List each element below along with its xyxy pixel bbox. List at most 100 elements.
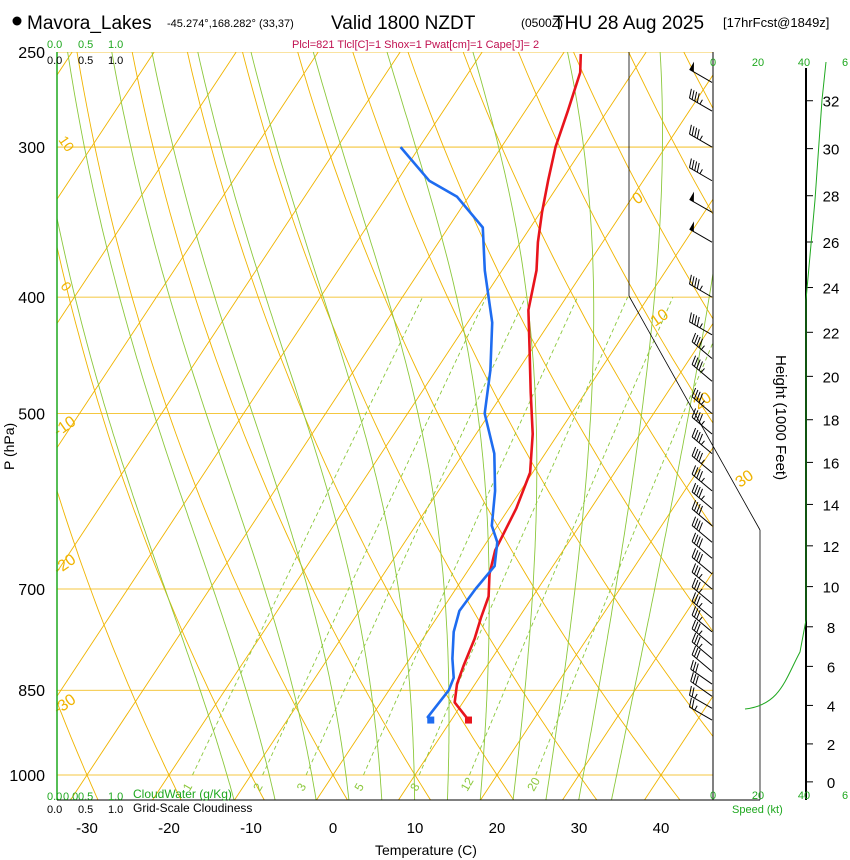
moist-adiabat [67,52,276,800]
wind-barb-flag [693,334,699,344]
wind-barb [691,332,713,359]
height-tick-label: 0 [827,775,835,792]
station-coords: -45.274°,168.282° (33,37) [167,18,294,30]
cloudiness-tick-2: 1.0 [108,804,123,816]
wind-barb-shaft [691,600,713,619]
moist-adiabat [250,52,416,800]
wind-barb [691,516,713,543]
wind-barb [690,672,713,697]
wind-barb-shaft [691,525,713,543]
wind-barb-flag [694,161,698,171]
mixing-ratio-label: 12 [458,775,477,794]
mixing-ratio-label: 2 [250,780,266,793]
wind-barb-flag [696,469,701,479]
wind-barb-flag [696,581,701,591]
wind-barb [689,312,713,336]
wind-barb-flag [694,91,698,102]
height-tick-label: 2 [827,737,835,754]
isotherm-line [397,322,713,800]
p-tick-label: 1000 [9,768,45,785]
isotherm-line [57,52,483,698]
wind-barb-half [698,588,703,594]
mixing-ratio-line [418,296,629,776]
cloud-tick-0-top: 0.0 [63,791,78,803]
dry-adiabat [407,52,713,633]
isotherm-line [561,571,713,800]
wind-barb-flag [696,336,701,346]
speed-tick-bottom: 6 [842,790,848,802]
dry-adiabat [57,244,265,800]
wind-barb-flag [696,359,701,369]
wind-barb-flag [691,563,697,573]
wind-barb [689,124,713,148]
mixing-ratio-line [305,296,527,776]
wind-barb-flag [696,567,701,577]
isotherm-label: -20 [51,551,80,578]
wind-barb [691,606,713,633]
wind-barb-flag [696,610,701,620]
cloudiness-label: Grid-Scale Cloudiness [133,801,252,815]
wind-barb-shaft [691,586,713,605]
height-axis-label: Height (1000 Feet) [772,355,789,480]
wind-barb-shaft [691,364,713,382]
wind-barb-flag [696,129,700,139]
y-axis-label: P (hPa) [1,423,17,470]
wind-barb-flag [689,697,692,708]
wind-barb-shaft [691,654,713,672]
speed-tick-top: 0 [710,57,716,69]
isotherm-line [57,52,401,573]
isotherm-line [57,52,237,325]
wind-barb-flag [691,482,697,493]
cloud-axis: 0.0 0.0 0.5 1.0 CloudWater (g/Kg) 0.0 0.… [47,39,252,816]
height-tick-label: 4 [827,698,835,715]
dry-adiabat [297,52,681,800]
wind-barb [691,619,713,646]
dry-adiabat [517,52,713,424]
dry-adiabat [57,489,182,800]
x-tick-label: 30 [571,820,588,837]
isotherm-line [0,9,19,801]
wind-barb-flag [691,313,695,324]
moist-adiabat [197,52,383,800]
wind-barb-flag [698,338,703,348]
cloud-top-tick-0: 0.0 [47,39,62,51]
wind-barb [689,191,713,213]
sounding-params: Plcl=821 Tlcl[C]=1 Shox=1 Pwat[cm]=1 Cap… [292,39,539,51]
wind-barb [691,465,713,492]
wind-barb-shaft [689,133,713,148]
wind-barb-flag [698,471,703,481]
wind-barb-shaft [689,198,713,213]
x-tick-label: -20 [158,820,180,837]
wind-barb-shaft [689,321,713,336]
wind-barb [691,427,713,455]
height-tick-label: 20 [823,369,840,386]
wind-barb [689,685,713,709]
valid-time: Valid 1800 NZDT [331,13,476,34]
wind-barb [689,221,713,243]
wind-barb-flag [693,448,699,458]
station-name: Mavora_Lakes [27,13,152,34]
wind-barb-flag [692,661,697,672]
wind-barb-half [700,477,705,483]
wind-barb-flag [689,158,692,168]
p-tick-label: 250 [18,45,45,62]
wind-barb-flag [693,501,699,512]
wind-barb-flag [691,687,695,697]
cloud-top-tick-2: 1.0 [108,39,123,51]
wind-barb-shaft [691,508,713,527]
moist-adiabat [545,52,595,800]
wind-barb-shaft [691,455,713,473]
wind-barb [691,548,713,575]
moist-adiabat [312,52,450,800]
moist-adiabat [111,52,317,800]
wind-barb-half [698,616,703,622]
wind-barb-flag [698,414,703,424]
wind-barb-flag [698,553,703,564]
wind-barb-shaft [691,473,713,492]
wind-barb-flag [698,452,703,462]
x-tick-label: 0 [329,820,337,837]
valid-utc: (0500Z) [521,16,563,30]
wind-barb-shaft [691,416,713,435]
wind-barb [691,577,713,605]
wind-barb-pennant [689,61,694,72]
